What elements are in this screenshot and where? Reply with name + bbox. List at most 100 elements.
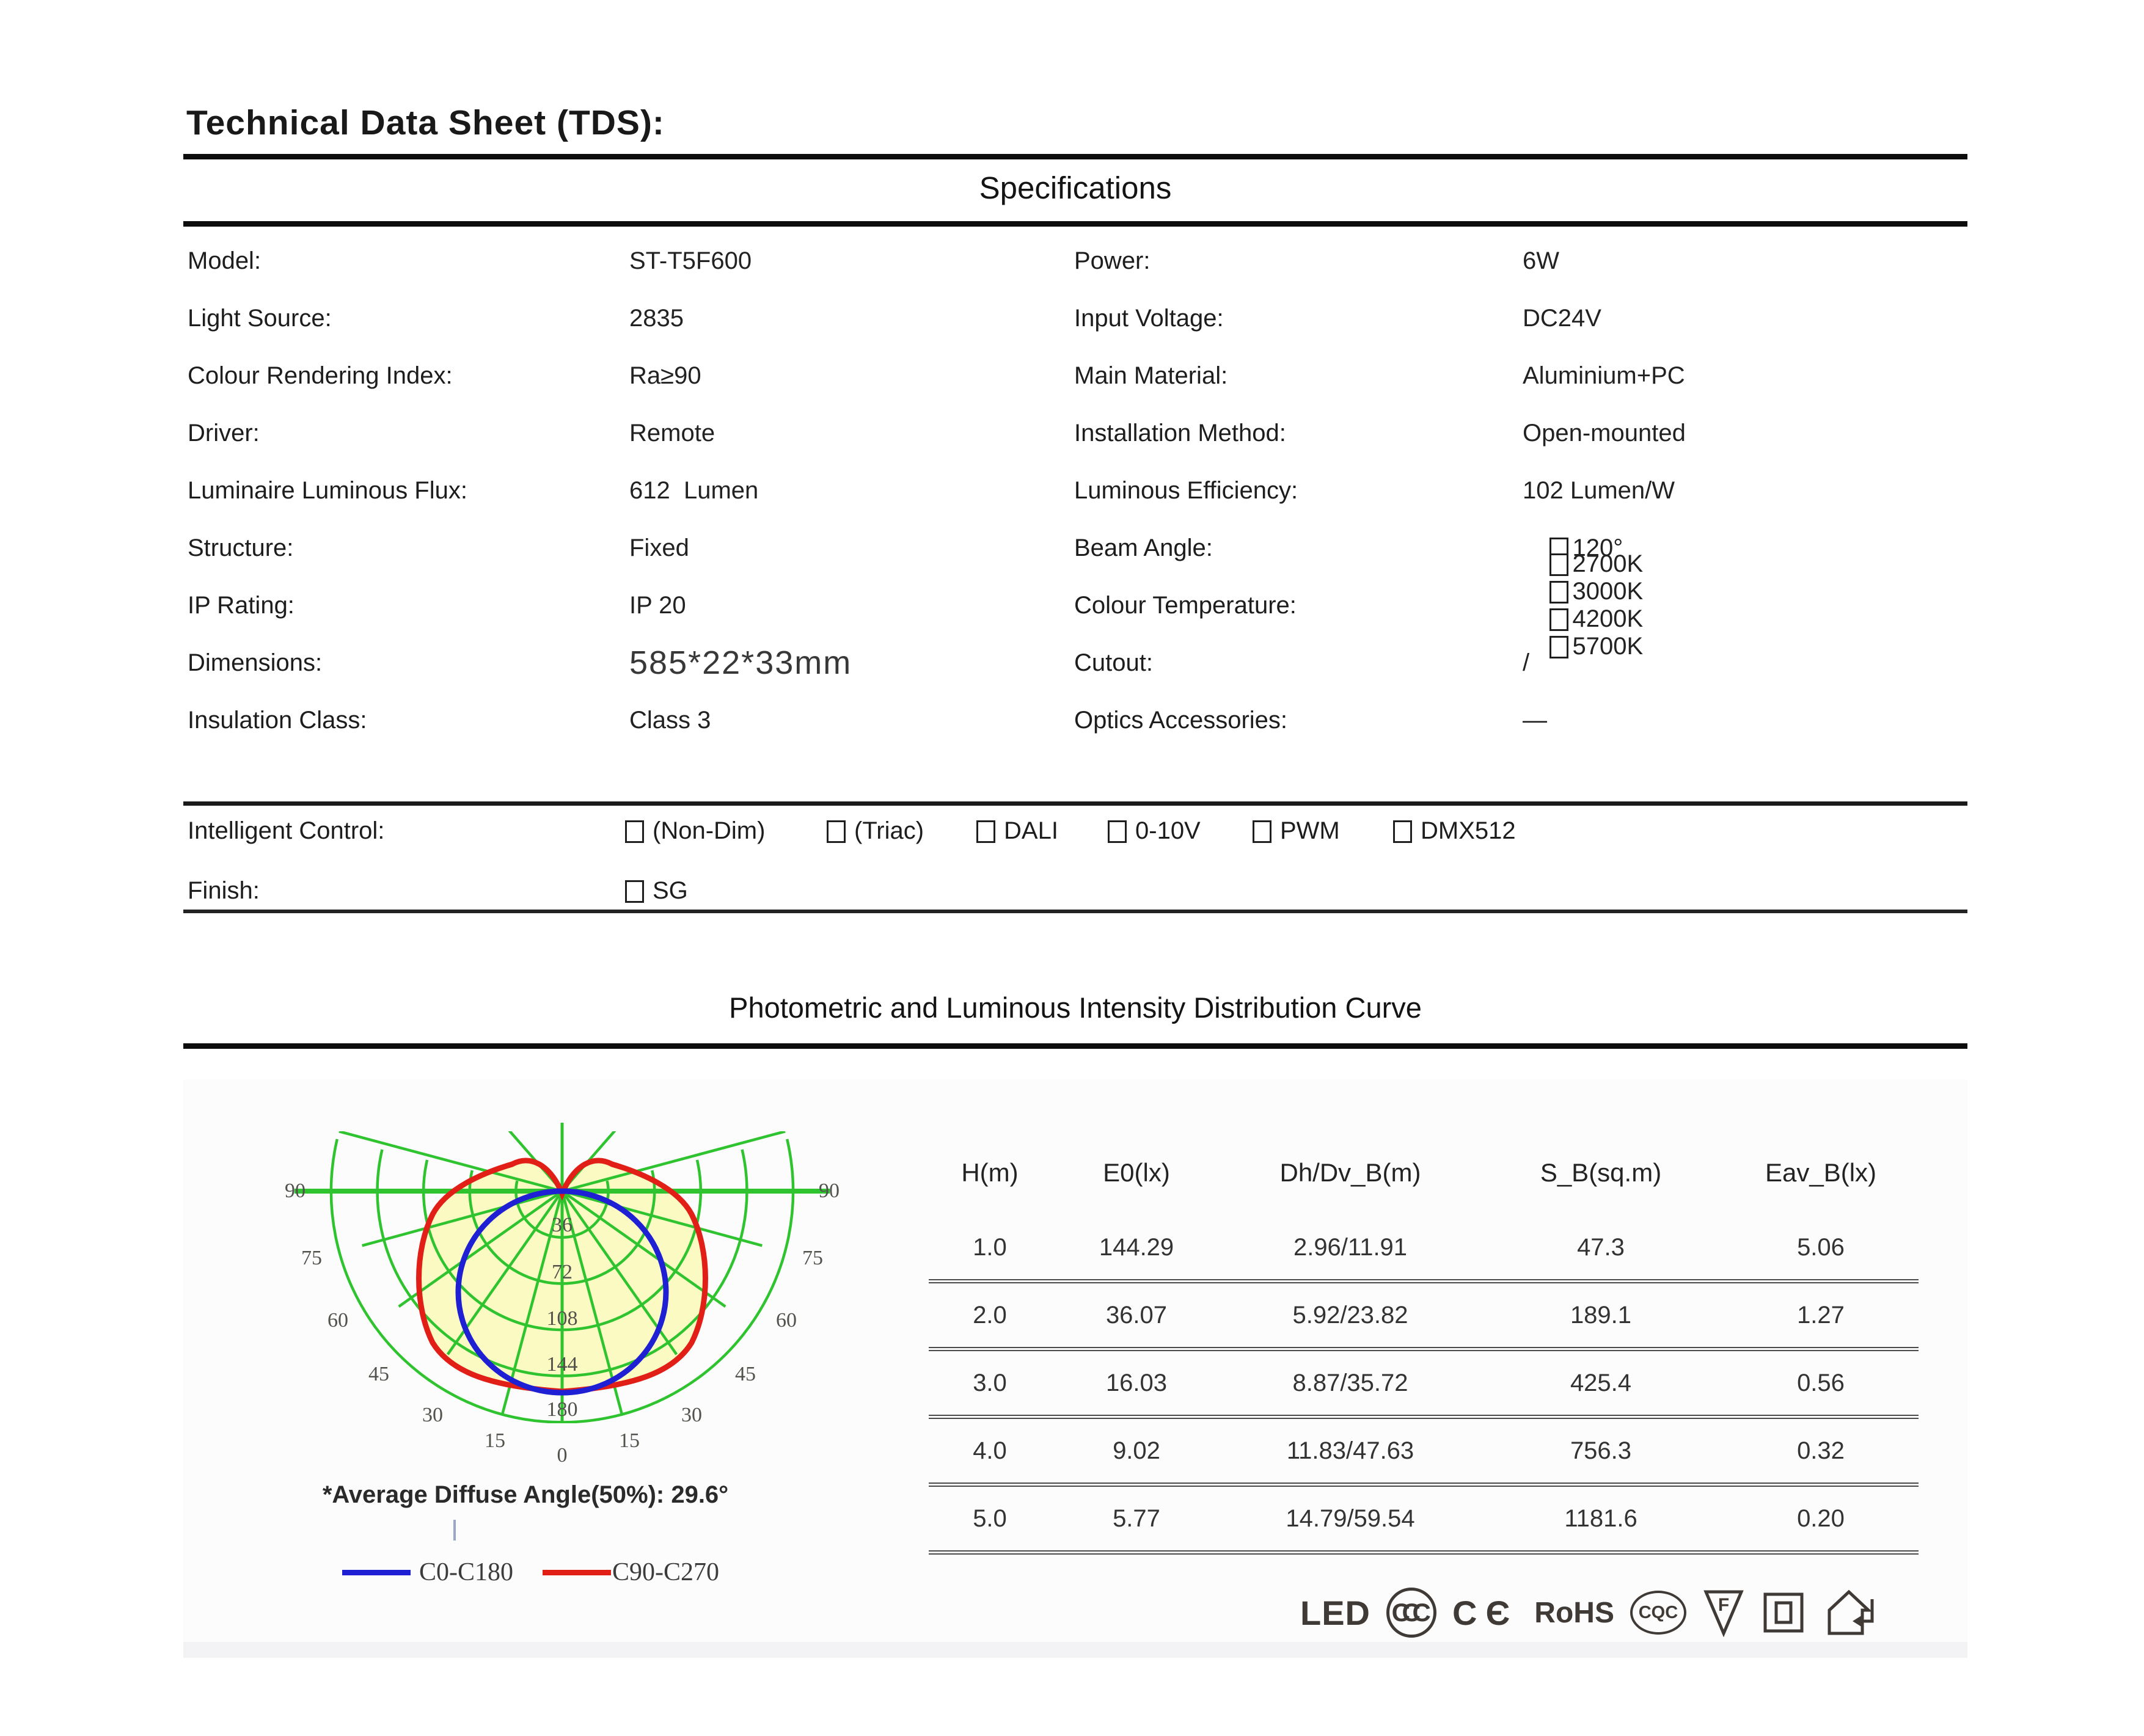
spec-row: Model: ST-T5F600 Power: 6W	[188, 232, 1964, 290]
ce-mark-icon: CЄ	[1452, 1593, 1518, 1633]
spec-label: Dimensions:	[188, 649, 323, 676]
table-cell: 756.3	[1479, 1419, 1723, 1487]
control-option: DALI	[1004, 817, 1058, 844]
spec-value-dimensions: 585*22*33mm	[629, 644, 852, 681]
checkbox-icon[interactable]	[827, 820, 846, 843]
checkbox-icon[interactable]	[976, 820, 995, 843]
triangle-f-text: F	[1718, 1595, 1729, 1615]
table-cell: 1.0	[929, 1216, 1051, 1283]
table-cell: 11.83/47.63	[1222, 1419, 1479, 1487]
spec-label: Power:	[1074, 247, 1151, 274]
spec-value-colour-temperature: 2700K 3000K 4200K 5700K	[1523, 523, 1964, 688]
divider	[183, 221, 1967, 227]
spec-label: Beam Angle:	[1074, 534, 1213, 561]
table-cell: 189.1	[1479, 1283, 1723, 1351]
table-cell: 1181.6	[1479, 1487, 1723, 1555]
table-cell: 9.02	[1051, 1419, 1222, 1487]
angle-tick-label: 30	[422, 1404, 443, 1426]
angle-tick-label: 45	[735, 1363, 756, 1385]
control-option: 0-10V	[1135, 817, 1201, 844]
legend-line-c90-c270	[543, 1569, 612, 1575]
table-cell: 5.0	[929, 1487, 1051, 1555]
table-cell: 36.07	[1051, 1283, 1222, 1351]
checkbox-icon[interactable]	[1549, 553, 1569, 576]
photometric-heading: Photometric and Luminous Intensity Distr…	[729, 991, 1422, 1024]
table-cell: 1.27	[1723, 1283, 1919, 1351]
spec-value: 102 Lumen/W	[1523, 476, 1675, 504]
spec-value: 2835	[629, 304, 684, 332]
rohs-mark: RoHS	[1534, 1596, 1614, 1629]
spec-row: Driver: Remote Installation Method: Open…	[188, 404, 1964, 462]
checkbox-icon[interactable]	[1549, 581, 1569, 604]
spec-value: Class 3	[629, 706, 711, 734]
triangle-f-mark-icon: F	[1703, 1590, 1744, 1637]
led-mark: LED	[1300, 1593, 1370, 1632]
angle-tick-label: 30	[681, 1404, 702, 1426]
divider	[183, 1043, 1967, 1049]
checkbox-icon[interactable]	[625, 880, 644, 903]
spec-value: 612 Lumen	[629, 476, 759, 504]
checkbox-icon[interactable]	[1108, 820, 1127, 843]
certification-marks: LED CCC CЄ RoHS CQC F	[1300, 1583, 1876, 1642]
legend-line-c0-c180	[342, 1569, 411, 1575]
page-title: Technical Data Sheet (TDS):	[186, 103, 665, 142]
checkbox-icon[interactable]	[625, 820, 644, 843]
spec-row: Structure: Fixed Beam Angle: 120°	[188, 519, 1964, 577]
curve-c0-c180	[455, 1188, 669, 1396]
table-header: Eav_B(lx)	[1765, 1158, 1877, 1187]
colour-temp-option: 3000K	[1572, 578, 1644, 605]
table-cell: 14.79/59.54	[1222, 1487, 1479, 1555]
ccc-text: CCC	[1391, 1598, 1431, 1627]
colour-temp-option: 2700K	[1572, 550, 1644, 577]
spec-row: Dimensions: 585*22*33mm Cutout: /	[188, 634, 1964, 691]
legend-label: C90-C270	[612, 1558, 720, 1586]
specifications-heading: Specifications	[979, 170, 1172, 205]
checkbox-icon[interactable]	[1253, 820, 1271, 843]
spec-value: IP 20	[629, 591, 686, 619]
angle-tick-label: 75	[301, 1247, 322, 1269]
checkbox-icon[interactable]	[1549, 608, 1569, 631]
table-cell: 8.87/35.72	[1222, 1351, 1479, 1419]
ce-glyph: C	[1452, 1593, 1486, 1632]
table-cell: 5.92/23.82	[1222, 1283, 1479, 1351]
angle-tick-label: 15	[485, 1429, 505, 1452]
cqc-text: CQC	[1638, 1602, 1678, 1622]
radius-tick-label: 144	[547, 1353, 578, 1376]
angle-tick-label: 75	[802, 1247, 823, 1269]
spec-label: Luminaire Luminous Flux:	[188, 476, 467, 504]
spec-row: Insulation Class: Class 3 Optics Accesso…	[188, 691, 1964, 749]
panel-edge-strip	[183, 1642, 1967, 1658]
spec-label: Installation Method:	[1074, 419, 1286, 447]
radius-tick-label: 180	[547, 1398, 578, 1421]
class-ii-double-square-icon	[1763, 1592, 1804, 1633]
angle-tick-label: 60	[776, 1309, 797, 1332]
checkbox-icon[interactable]	[1549, 636, 1569, 658]
spec-label: Finish:	[188, 877, 260, 904]
spec-label: Main Material:	[1074, 362, 1228, 389]
cqc-mark-icon: CQC	[1630, 1591, 1686, 1635]
table-header: E0(lx)	[1103, 1158, 1170, 1187]
spec-label: Cutout:	[1074, 649, 1153, 676]
spec-row: Light Source: 2835 Input Voltage: DC24V	[188, 290, 1964, 347]
spec-label: Structure:	[188, 534, 294, 561]
colour-temp-option: 4200K	[1572, 605, 1644, 632]
divider	[183, 801, 1967, 806]
chart-tick-mark	[453, 1520, 456, 1541]
table-cell: 47.3	[1479, 1216, 1723, 1283]
radius-tick-label: 72	[552, 1261, 573, 1283]
chart-legend: C0-C180 C90-C270	[342, 1558, 719, 1587]
spec-value: /	[1523, 649, 1530, 676]
spec-label: Model:	[188, 247, 262, 274]
colour-temp-option: 5700K	[1572, 633, 1644, 660]
intelligent-control-row: Intelligent Control: (Non-Dim) (Triac) D…	[188, 804, 1964, 858]
checkbox-icon[interactable]	[1393, 820, 1412, 843]
table-cell: 5.06	[1723, 1216, 1919, 1283]
spec-label: Optics Accessories:	[1074, 706, 1288, 734]
divider	[183, 910, 1967, 913]
spec-value: Aluminium+PC	[1523, 362, 1685, 389]
table-header: Dh/Dv_B(m)	[1279, 1158, 1421, 1187]
radius-tick-label: 36	[552, 1214, 573, 1236]
finish-row: Finish: SG	[188, 864, 1964, 917]
table-cell: 2.96/11.91	[1222, 1216, 1479, 1283]
spec-row: IP Rating: IP 20 Colour Temperature: 270…	[188, 550, 1964, 660]
